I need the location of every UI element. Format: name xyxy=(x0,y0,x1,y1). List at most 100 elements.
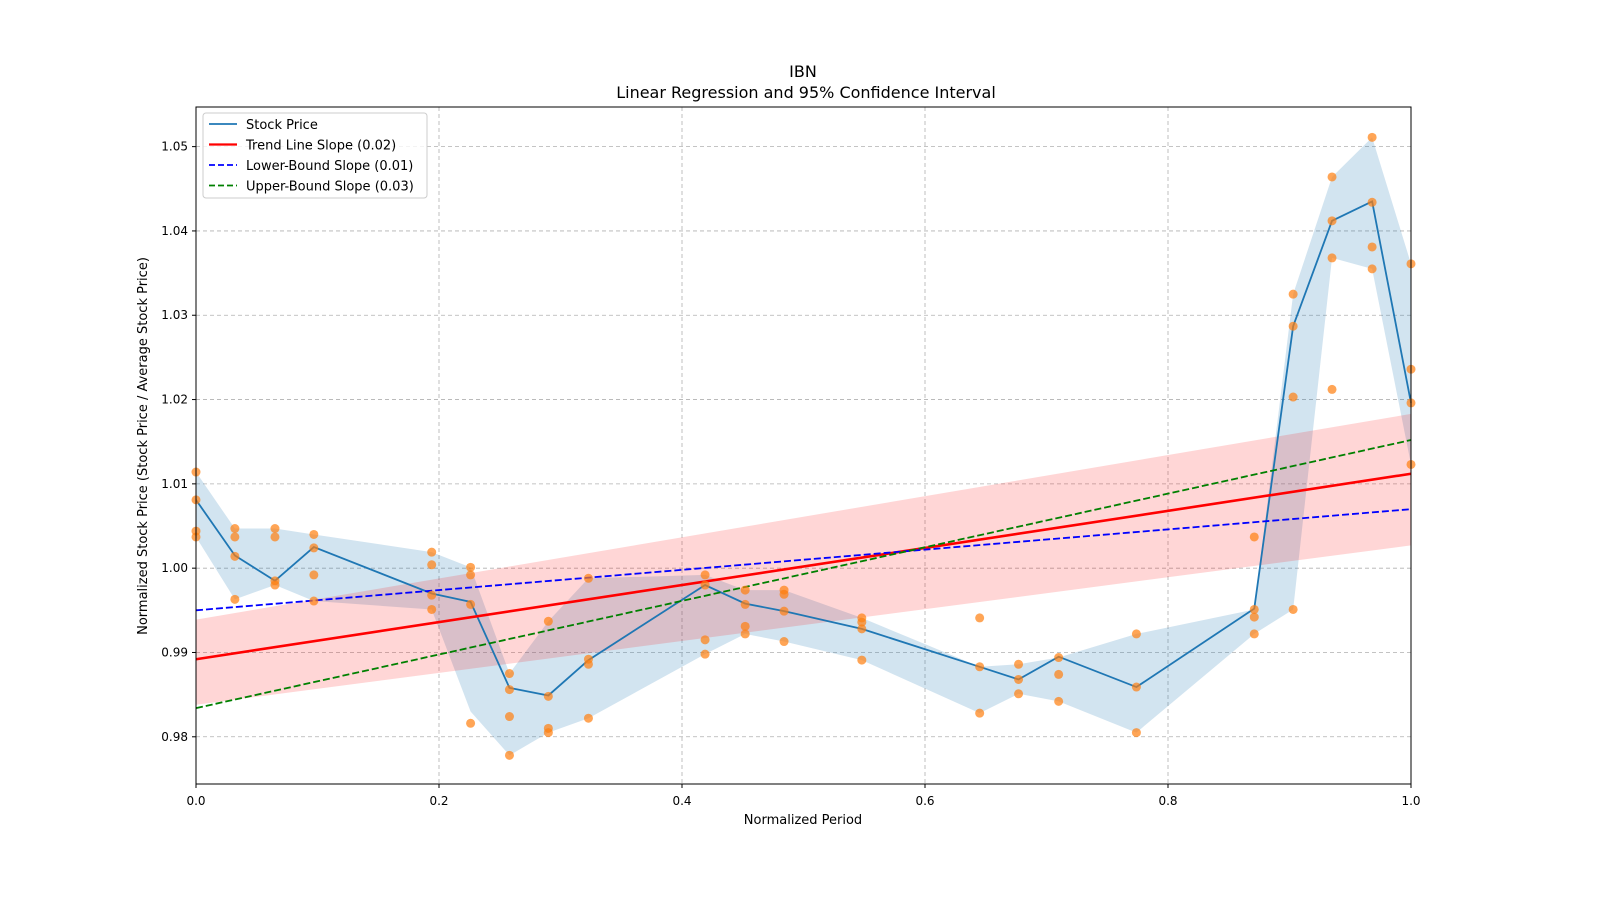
x-tick-label: 0.2 xyxy=(429,794,448,808)
scatter-point xyxy=(504,669,514,679)
scatter-point xyxy=(466,718,476,728)
scatter-point xyxy=(1249,612,1259,622)
scatter-point xyxy=(230,551,240,561)
scatter-point xyxy=(309,570,319,580)
scatter-point xyxy=(779,589,789,599)
scatter-point xyxy=(583,573,593,583)
legend-label: Trend Line Slope (0.02) xyxy=(245,139,396,154)
legend-label: Upper-Bound Slope (0.03) xyxy=(246,180,414,195)
stock-price-line xyxy=(195,200,1412,697)
scatter-point xyxy=(1288,392,1298,402)
scatter-point xyxy=(309,529,319,539)
series-lines xyxy=(195,200,1412,710)
scatter-point xyxy=(1327,253,1337,263)
scatter-point xyxy=(1249,629,1259,639)
scatter-point xyxy=(779,637,789,647)
scatter-point xyxy=(543,728,553,738)
scatter-point xyxy=(1014,689,1024,699)
scatter-point xyxy=(1131,629,1141,639)
legend-box xyxy=(202,112,428,199)
scatter-point xyxy=(504,750,514,760)
y-tick-label: 1.01 xyxy=(161,477,188,491)
scatter-point xyxy=(1327,216,1337,226)
scatter-point xyxy=(700,580,710,590)
scatter-point xyxy=(427,560,437,570)
scatter-point xyxy=(700,649,710,659)
legend-label: Lower-Bound Slope (0.01) xyxy=(246,159,413,174)
scatter-point xyxy=(1327,172,1337,182)
scatter-point xyxy=(427,604,437,614)
scatter-point xyxy=(230,532,240,542)
scatter-point xyxy=(583,659,593,669)
x-tick-label: 0.0 xyxy=(186,794,205,808)
scatter-point xyxy=(1288,604,1298,614)
y-tick-label: 1.02 xyxy=(161,393,188,407)
legend: Stock Price Trend Line Slope (0.02) Lower-… xyxy=(202,112,428,199)
confidence-bands xyxy=(196,137,1411,756)
scatter-point xyxy=(270,524,280,534)
scatter-point xyxy=(270,580,280,590)
scatter-point xyxy=(779,606,789,616)
scatter-point xyxy=(309,596,319,606)
trend-ci-band xyxy=(196,413,1411,705)
scatter-point xyxy=(1054,653,1064,663)
x-tick-label: 0.8 xyxy=(1158,794,1177,808)
y-tick-label: 0.98 xyxy=(161,730,188,744)
scatter-point xyxy=(427,547,437,557)
y-axis-label: Normalized Stock Price (Stock Price / Av… xyxy=(136,257,151,635)
scatter-point xyxy=(857,624,867,634)
scatter-point xyxy=(504,685,514,695)
scatter-point xyxy=(1131,682,1141,692)
y-tick-label: 1.05 xyxy=(161,140,188,154)
scatter-point xyxy=(857,655,867,665)
scatter-point xyxy=(975,708,985,718)
scatter-point xyxy=(1249,532,1259,542)
scatter-point xyxy=(1367,197,1377,207)
chart-subtitle: Linear Regression and 95% Confidence Int… xyxy=(616,83,996,102)
scatter-point xyxy=(427,590,437,600)
scatter-point xyxy=(1288,289,1298,299)
plot-frame xyxy=(195,106,1412,785)
scatter-point xyxy=(504,712,514,722)
scatter-point xyxy=(1014,674,1024,684)
scatter-point xyxy=(230,524,240,534)
scatter-point xyxy=(1014,659,1024,669)
scatter-point xyxy=(309,543,319,553)
x-axis-label: Normalized Period xyxy=(744,813,862,828)
scatter-point xyxy=(1367,264,1377,274)
scatter-point xyxy=(740,585,750,595)
stock-price-ci-band xyxy=(196,137,1411,756)
scatter-point xyxy=(1054,696,1064,706)
scatter-point xyxy=(975,613,985,623)
scatter-point xyxy=(740,629,750,639)
scatter-point xyxy=(740,599,750,609)
scatter-point xyxy=(466,562,476,572)
scatter-point xyxy=(466,570,476,580)
scatter-point xyxy=(740,621,750,631)
scatter-point xyxy=(1288,321,1298,331)
scatter-point xyxy=(1054,669,1064,679)
lower-bound-line xyxy=(195,508,1412,612)
legend-label: Stock Price xyxy=(246,118,318,133)
upper-bound-line xyxy=(195,439,1412,710)
scatter-point xyxy=(543,691,553,701)
y-axis: 0.98 0.99 1.00 1.01 1.02 1.03 1.04 1.05 xyxy=(161,140,196,744)
y-tick-label: 1.03 xyxy=(161,308,188,322)
scatter-points xyxy=(191,132,1416,760)
scatter-point xyxy=(1131,728,1141,738)
x-tick-label: 0.4 xyxy=(672,794,691,808)
scatter-point xyxy=(1327,384,1337,394)
x-tick-label: 0.6 xyxy=(915,794,934,808)
scatter-point xyxy=(857,617,867,627)
scatter-point xyxy=(1367,132,1377,142)
chart-title: IBN xyxy=(789,62,817,81)
scatter-point xyxy=(1249,604,1259,614)
trend-line xyxy=(195,472,1412,661)
scatter-point xyxy=(975,662,985,672)
scatter-point xyxy=(700,635,710,645)
scatter-point xyxy=(466,599,476,609)
scatter-point xyxy=(700,570,710,580)
y-tick-label: 1.00 xyxy=(161,561,188,575)
scatter-point xyxy=(270,532,280,542)
